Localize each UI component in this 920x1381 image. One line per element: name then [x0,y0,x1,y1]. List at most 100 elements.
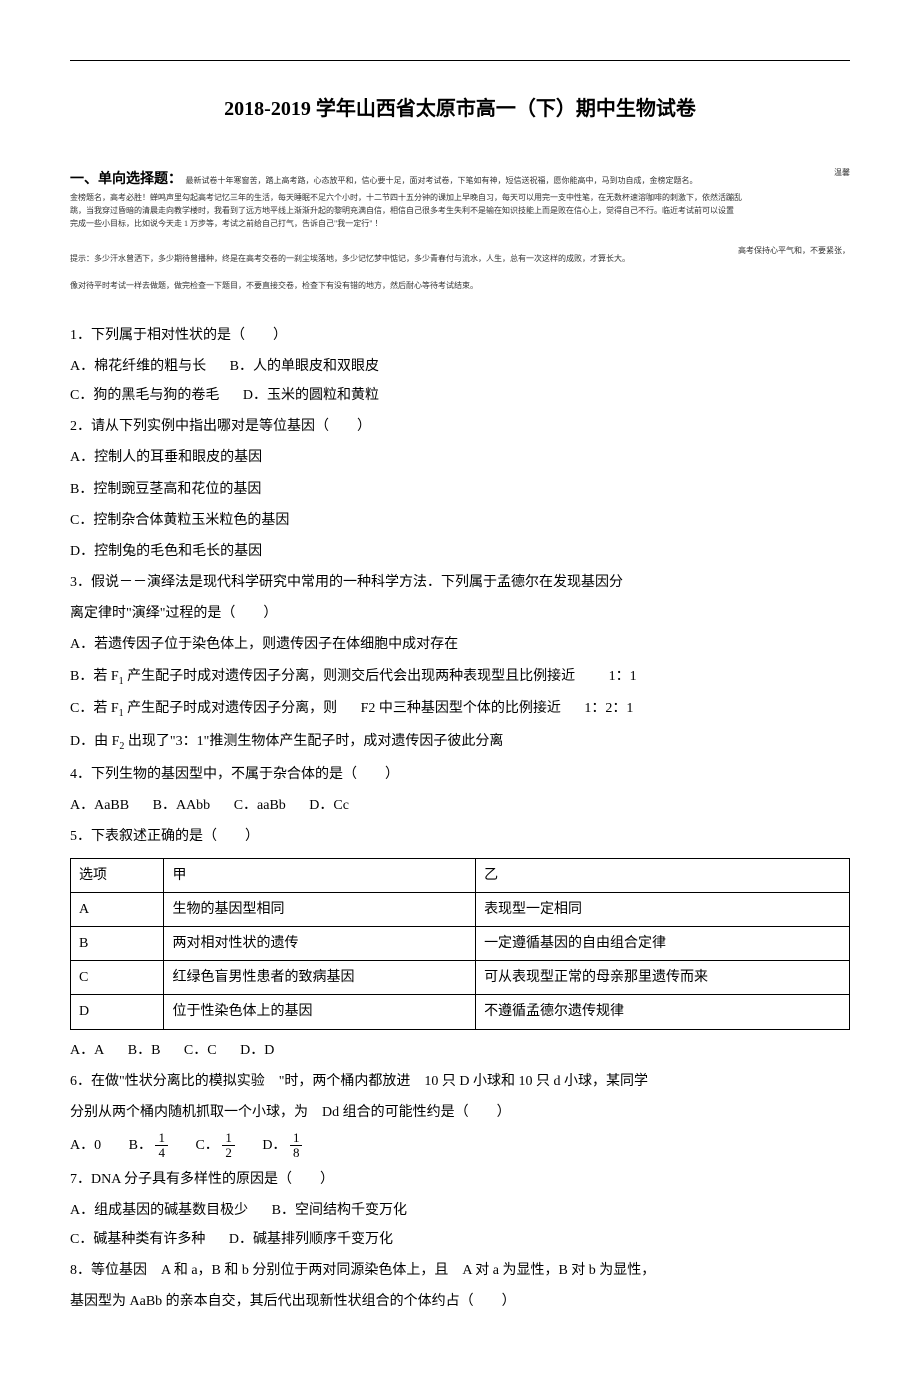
q3-c-mid: 产生配子时成对遗传因子分离，则 [124,701,338,716]
q5-th-1: 甲 [164,858,476,892]
q5-r3c2: 不遵循孟德尔遗传规律 [476,995,850,1029]
q4-stem: 4．下列生物的基因型中，不属于杂合体的是（ ） [70,762,850,787]
q1-option-b: B．人的单眼皮和双眼皮 [230,359,379,374]
q7-options-row2: C．碱基种类有许多种 D．碱基排列顺序千变万化 [70,1227,850,1252]
q6-options: A．0 B． 1 4 C． 1 2 D． 1 8 [70,1131,850,1161]
q1-option-d: D．玉米的圆粒和黄粒 [243,388,379,403]
q2-stem: 2．请从下列实例中指出哪对是等位基因（ ） [70,414,850,439]
q5-r0c2: 表现型一定相同 [476,892,850,926]
top-rule [70,60,850,61]
q5-table-header-row: 选项 甲 乙 [71,858,850,892]
q3-c-f2: F2 中三种基因型个体的比例接近 [361,701,561,716]
q3-option-d: D．由 F2 出现了"3：1"推测生物体产生配子时，成对遗传因子彼此分离 [70,729,850,756]
q3-option-c: C．若 F1 产生配子时成对遗传因子分离，则 F2 中三种基因型个体的比例接近 … [70,696,850,723]
q6-c-label: C． [195,1138,218,1153]
q4-option-b: B．AAbb [153,798,211,813]
q6-b-num: 1 [155,1131,168,1146]
q3-c-pre: C．若 F [70,701,119,716]
q5-table: 选项 甲 乙 A 生物的基因型相同 表现型一定相同 B 两对相对性状的遗传 一定… [70,858,850,1030]
tiny-note-4: 完成一些小目标，比如说今天走 1 万步等，考试之前给自己打气，告诉自己"我一定行… [70,218,850,231]
q6-d-num: 1 [290,1131,303,1146]
q1-option-a: A．棉花纤维的粗与长 [70,359,206,374]
q6-c-den: 2 [222,1146,235,1160]
q3-option-b: B．若 F1 产生配子时成对遗传因子分离，则测交后代会出现两种表现型且比例接近 … [70,664,850,691]
q5-r1c1: 两对相对性状的遗传 [164,926,476,960]
q3-b-pre: B．若 F [70,669,119,684]
q8-stem-line1: 8．等位基因 A 和 a，B 和 b 分别位于两对同源染色体上，且 A 对 a … [70,1258,850,1283]
q3-c-ratio: 1：2：1 [584,701,633,716]
q5-stem: 5．下表叙述正确的是（ ） [70,824,850,849]
q5-option-d: D．D [240,1043,274,1058]
q6-d-den: 8 [290,1146,303,1160]
q6-b-label: B． [129,1138,152,1153]
q6-stem-line2: 分别从两个桶内随机抓取一个小球，为 Dd 组合的可能性约是（ ） [70,1100,850,1125]
q5-r1c0: B [71,926,164,960]
q3-d-post: 出现了"3：1"推测生物体产生配子时，成对遗传因子彼此分离 [124,734,503,749]
q4-options: A．AaBB B．AAbb C．aaBb D．Cc [70,793,850,818]
tiny-note-6: 像对待平时考试一样去做题，做完检查一下题目，不要直接交卷，检查下有没有错的地方，… [70,280,850,293]
tiny-note-5-row: 提示：多少汗水曾洒下，多少期待曾播种，终是在高考交卷的一刹尘埃落地，多少记忆梦中… [70,245,850,270]
q7-option-d: D．碱基排列顺序千变万化 [229,1232,393,1247]
q6-option-b: B． 1 4 [129,1131,168,1161]
q5-r0c1: 生物的基因型相同 [164,892,476,926]
q5-options: A．A B．B C．C D．D [70,1038,850,1063]
q2-option-b: B．控制豌豆茎高和花位的基因 [70,477,850,502]
q1-stem: 1．下列属于相对性状的是（ ） [70,323,850,348]
q6-option-a: A．0 [70,1133,101,1158]
q1-option-c: C．狗的黑毛与狗的卷毛 [70,388,219,403]
q6-d-label: D． [262,1138,286,1153]
section-heading: 一、单向选择题： [70,172,182,187]
tiny-note-1: 最新试卷十年寒窗苦，踏上高考路，心态放平和，信心要十足，面对考试卷，下笔如有神，… [186,176,698,185]
q5-option-c: C．C [184,1043,217,1058]
q7-options-row1: A．组成基因的碱基数目极少 B．空间结构千变万化 [70,1198,850,1223]
q5-r1c2: 一定遵循基因的自由组合定律 [476,926,850,960]
table-row: A 生物的基因型相同 表现型一定相同 [71,892,850,926]
q4-option-a: A．AaBB [70,798,129,813]
page-title: 2018-2019 学年山西省太原市高一（下）期中生物试卷 [70,91,850,127]
q7-stem: 7．DNA 分子具有多样性的原因是（ ） [70,1167,850,1192]
q3-b-ratio: 1：1 [609,669,637,684]
q2-option-c: C．控制杂合体黄粒玉米粒色的基因 [70,508,850,533]
q6-c-num: 1 [222,1131,235,1146]
q3-stem-line1: 3．假说－－演绎法是现代科学研究中常用的一种科学方法．下列属于孟德尔在发现基因分 [70,570,850,595]
q2-option-d: D．控制兔的毛色和毛长的基因 [70,539,850,564]
tiny-note-5: 提示：多少汗水曾洒下，多少期待曾播种，终是在高考交卷的一刹尘埃落地，多少记忆梦中… [70,254,630,263]
q5-r3c1: 位于性染色体上的基因 [164,995,476,1029]
q5-option-a: A．A [70,1043,104,1058]
table-row: D 位于性染色体上的基因 不遵循孟德尔遗传规律 [71,995,850,1029]
table-row: C 红绿色盲男性患者的致病基因 可从表现型正常的母亲那里遗传而来 [71,961,850,995]
q3-d-pre: D．由 F [70,734,119,749]
q5-r0c0: A [71,892,164,926]
q7-option-b: B．空间结构千变万化 [272,1203,407,1218]
q3-option-a: A．若遗传因子位于染色体上，则遗传因子在体细胞中成对存在 [70,632,850,657]
q5-r2c0: C [71,961,164,995]
q4-option-c: C．aaBb [234,798,286,813]
q3-stem-line2: 离定律时"演绎"过程的是（ ） [70,601,850,626]
q3-b-post: 产生配子时成对遗传因子分离，则测交后代会出现两种表现型且比例接近 [124,669,576,684]
tiny-note-3: 跳，当我穿过昏暗的清晨走向教学楼时，我看到了远方地平线上渐渐升起的黎明充满自信，… [70,205,850,218]
table-row: B 两对相对性状的遗传 一定遵循基因的自由组合定律 [71,926,850,960]
q6-b-den: 4 [155,1146,168,1160]
q7-option-c: C．碱基种类有许多种 [70,1232,205,1247]
tiny-note-right-2: 高考保持心平气和，不要紧张， [738,245,850,258]
tiny-note-2: 金榜题名，高考必胜！蝉鸣声里勾起高考记忆三年的生活，每天睡眠不足六个小时，十二节… [70,192,850,205]
q2-option-a: A．控制人的耳垂和眼皮的基因 [70,445,850,470]
q7-option-a: A．组成基因的碱基数目极少 [70,1203,248,1218]
q4-option-d: D．Cc [309,798,349,813]
q6-b-frac: 1 4 [155,1131,168,1161]
q1-options-row2: C．狗的黑毛与狗的卷毛 D．玉米的圆粒和黄粒 [70,383,850,408]
q6-stem-line1: 6．在做"性状分离比的模拟实验 "时，两个桶内都放进 10 只 D 小球和 10… [70,1069,850,1094]
q8-stem-line2: 基因型为 AaBb 的亲本自交，其后代出现新性状组合的个体约占（ ） [70,1289,850,1314]
q5-r2c1: 红绿色盲男性患者的致病基因 [164,961,476,995]
q5-option-b: B．B [128,1043,161,1058]
q6-d-frac: 1 8 [290,1131,303,1161]
q5-r2c2: 可从表现型正常的母亲那里遗传而来 [476,961,850,995]
q6-c-frac: 1 2 [222,1131,235,1161]
q5-th-2: 乙 [476,858,850,892]
q5-th-0: 选项 [71,858,164,892]
section-1-header-block: 一、单向选择题： 最新试卷十年寒窗苦，踏上高考路，心态放平和，信心要十足，面对考… [70,167,850,192]
q6-option-c: C． 1 2 [195,1131,234,1161]
q5-r3c0: D [71,995,164,1029]
tiny-note-right-1: 温馨 [834,167,850,180]
q1-options-row1: A．棉花纤维的粗与长 B．人的单眼皮和双眼皮 [70,354,850,379]
